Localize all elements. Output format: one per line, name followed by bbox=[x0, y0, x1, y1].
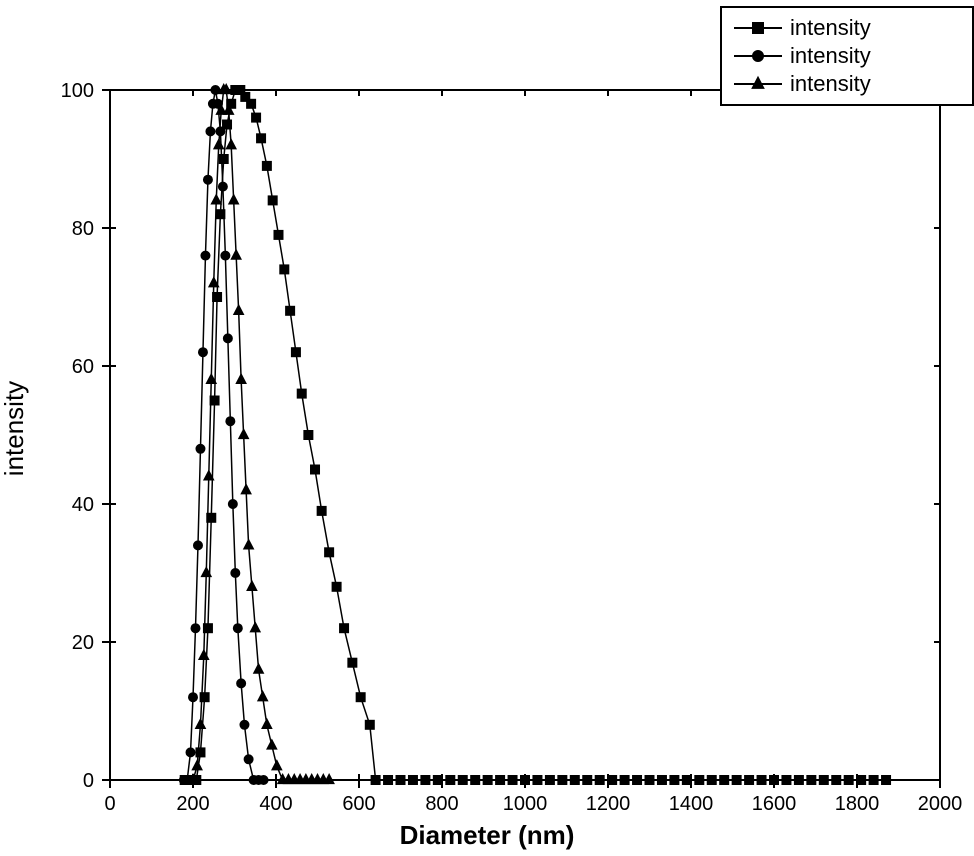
svg-text:1400: 1400 bbox=[669, 793, 714, 815]
legend-row: intensity bbox=[732, 14, 962, 42]
legend-label: intensity bbox=[790, 71, 871, 97]
svg-text:2000: 2000 bbox=[918, 793, 963, 815]
legend-label: intensity bbox=[790, 15, 871, 41]
svg-text:1200: 1200 bbox=[586, 793, 631, 815]
svg-text:1000: 1000 bbox=[503, 793, 548, 815]
svg-text:20: 20 bbox=[72, 632, 94, 654]
plot-area: 0 200 400 600 800 1000 1200 1400 1600 1800 2000 0 20… bbox=[0, 0, 974, 856]
x-axis-label: Diameter (nm) bbox=[0, 820, 974, 851]
legend-label: intensity bbox=[790, 43, 871, 69]
legend-swatch bbox=[732, 74, 784, 94]
legend-swatch bbox=[732, 18, 784, 38]
legend-row: intensity bbox=[732, 42, 962, 70]
svg-text:1800: 1800 bbox=[835, 793, 880, 815]
svg-text:80: 80 bbox=[72, 218, 94, 240]
svg-text:600: 600 bbox=[342, 793, 375, 815]
svg-text:40: 40 bbox=[72, 494, 94, 516]
chart-container: intensity 020040060080010001200140016001… bbox=[0, 0, 974, 856]
svg-text:0: 0 bbox=[104, 793, 115, 815]
legend-row: intensity bbox=[732, 70, 962, 98]
svg-text:1600: 1600 bbox=[752, 793, 797, 815]
svg-text:200: 200 bbox=[176, 793, 209, 815]
legend: intensityintensityintensity bbox=[720, 6, 974, 106]
svg-text:60: 60 bbox=[72, 356, 94, 378]
svg-text:0: 0 bbox=[83, 770, 94, 792]
svg-text:800: 800 bbox=[425, 793, 458, 815]
svg-text:100: 100 bbox=[61, 80, 94, 102]
svg-text:400: 400 bbox=[259, 793, 292, 815]
legend-swatch bbox=[732, 46, 784, 66]
